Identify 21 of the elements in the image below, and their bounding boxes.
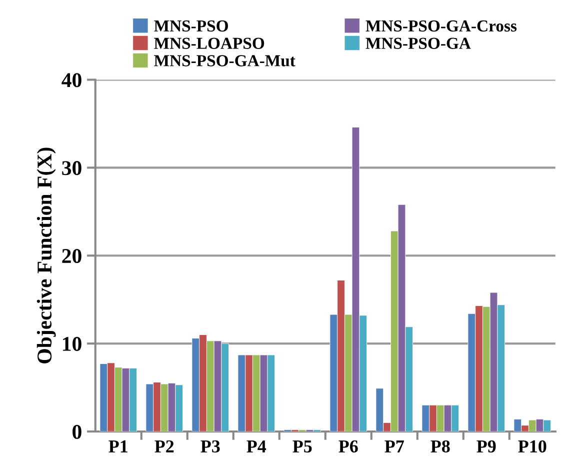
x-tick-label: P4 — [246, 440, 266, 452]
x-tick-label: P10 — [518, 440, 546, 453]
legend-label: MNS-LOAPSO — [154, 38, 264, 49]
legend-label: MNS-PSO-GA — [366, 38, 471, 49]
legend-label: MNS-PSO — [154, 20, 228, 32]
y-tick-label: 0 — [72, 424, 82, 439]
x-tick-label: P9 — [476, 440, 496, 453]
x-tick-label: P6 — [338, 440, 358, 453]
x-tick-label: P7 — [384, 440, 404, 452]
y-tick-label: 10 — [63, 336, 82, 351]
y-axis-title: Objective Function F(X) — [36, 148, 56, 364]
x-tick-label: P3 — [200, 440, 220, 453]
legend-label: MNS-PSO-GA-Cross — [366, 20, 517, 32]
x-tick-label: P2 — [154, 440, 174, 452]
y-tick-label: 20 — [62, 248, 82, 264]
legend-label: MNS-PSO-GA-Mut — [154, 55, 296, 66]
x-tick-label: P1 — [108, 440, 128, 452]
x-tick-label: P8 — [430, 440, 450, 453]
x-tick-label: P5 — [292, 440, 312, 453]
y-tick-label: 40 — [62, 73, 82, 88]
y-tick-label: 30 — [62, 161, 82, 176]
